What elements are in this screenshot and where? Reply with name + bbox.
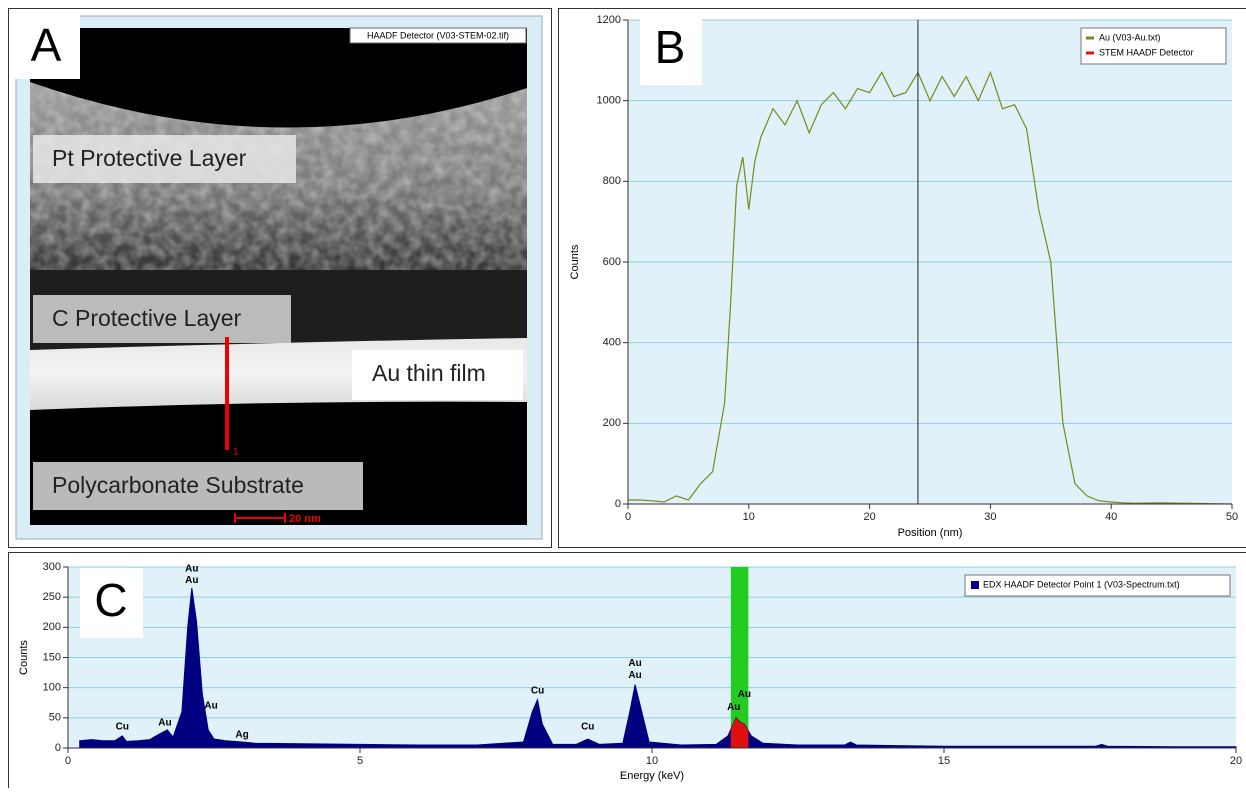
panel-label: C bbox=[94, 574, 127, 626]
y-tick-label: 0 bbox=[615, 498, 621, 510]
peak-label: Au bbox=[727, 702, 740, 713]
panel-label: B bbox=[655, 21, 686, 73]
y-tick-label: 0 bbox=[55, 742, 61, 754]
y-tick-label: 1000 bbox=[597, 95, 621, 107]
y-tick-label: 400 bbox=[603, 337, 621, 349]
legend-label: Au (V03-Au.txt) bbox=[1099, 32, 1161, 42]
x-tick-label: 0 bbox=[65, 755, 71, 767]
layer-label: C Protective Layer bbox=[52, 305, 242, 331]
legend-swatch bbox=[971, 581, 979, 589]
scale-label: 20 nm bbox=[289, 513, 321, 525]
x-tick-label: 10 bbox=[743, 511, 755, 523]
peak-label: Au bbox=[628, 670, 641, 681]
y-tick-label: 600 bbox=[603, 256, 621, 268]
peak-label: Au bbox=[185, 563, 198, 574]
micrograph bbox=[30, 28, 527, 525]
x-axis-label: Energy (keV) bbox=[620, 770, 684, 782]
peak-label: Au bbox=[738, 689, 751, 700]
panel-label: A bbox=[31, 19, 62, 71]
layer-label: Pt Protective Layer bbox=[52, 145, 247, 171]
y-axis-label: Counts bbox=[569, 244, 581, 279]
legend-label: EDX HAADF Detector Point 1 (V03-Spectrum… bbox=[983, 579, 1180, 589]
profile-label: 1 bbox=[233, 447, 239, 458]
y-tick-label: 300 bbox=[43, 561, 61, 573]
y-tick-label: 200 bbox=[603, 417, 621, 429]
detector-label: HAADF Detector (V03-STEM-02.tif) bbox=[367, 30, 509, 40]
x-tick-label: 5 bbox=[357, 755, 363, 767]
y-axis-label: Counts bbox=[18, 640, 30, 675]
y-tick-label: 50 bbox=[49, 712, 61, 724]
chart-b: 0 200 400 600 800 1000 1200 0 10 20 30 40 50 Position… bbox=[569, 14, 1238, 539]
x-tick-label: 20 bbox=[863, 511, 875, 523]
y-tick-label: 250 bbox=[43, 591, 61, 603]
x-tick-label: 40 bbox=[1105, 511, 1117, 523]
layer-label: Polycarbonate Substrate bbox=[52, 472, 304, 498]
y-tick-label: 100 bbox=[43, 682, 61, 694]
x-tick-label: 10 bbox=[646, 755, 658, 767]
layer-label: Au thin film bbox=[372, 360, 486, 386]
x-tick-label: 15 bbox=[938, 755, 950, 767]
legend-label: STEM HAADF Detector bbox=[1099, 47, 1194, 57]
y-tick-label: 200 bbox=[43, 621, 61, 633]
x-tick-label: 0 bbox=[625, 511, 631, 523]
y-tick-label: 150 bbox=[43, 651, 61, 663]
peak-label: Cu bbox=[581, 722, 594, 733]
peak-label: Ag bbox=[235, 729, 248, 740]
peak-label: Au bbox=[158, 717, 171, 728]
x-tick-label: 30 bbox=[984, 511, 996, 523]
y-tick-label: 1200 bbox=[597, 14, 621, 26]
peak-label: Au bbox=[204, 700, 217, 711]
peak-label: Au bbox=[628, 658, 641, 669]
x-tick-label: 50 bbox=[1226, 511, 1238, 523]
x-tick-label: 20 bbox=[1230, 755, 1242, 767]
peak-label: Cu bbox=[116, 722, 129, 733]
y-tick-label: 800 bbox=[603, 175, 621, 187]
x-axis-label: Position (nm) bbox=[898, 527, 963, 539]
peak-label: Cu bbox=[531, 685, 544, 696]
peak-label: Au bbox=[185, 575, 198, 586]
